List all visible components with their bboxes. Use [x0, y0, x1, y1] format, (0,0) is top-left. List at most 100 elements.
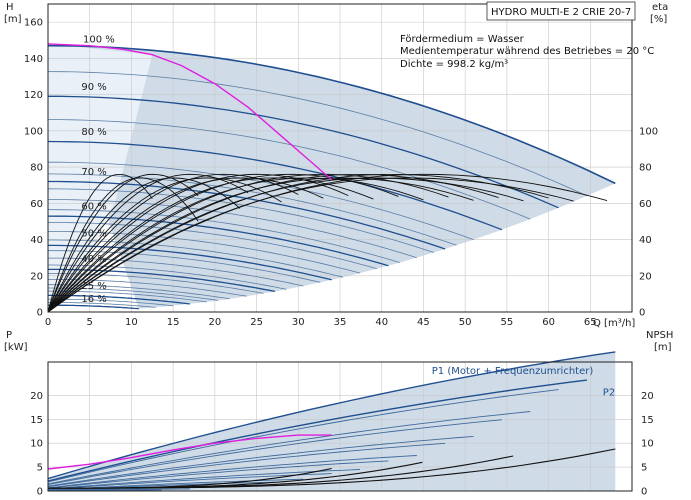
bottom-y-tick-label: 20: [30, 391, 43, 402]
efficiency-curve: [47, 177, 374, 313]
efficiency-curve: [47, 173, 249, 313]
bottom-y-tick-label: 5: [37, 463, 43, 474]
power-curve: [47, 435, 474, 487]
bottom-y2-tick-label: 20: [641, 391, 654, 402]
bottom-y-tick-label: 10: [30, 439, 43, 450]
bottom-y2-tick-label: 10: [641, 439, 654, 450]
efficiency-curve: [47, 173, 608, 313]
efficiency-curve: [47, 177, 282, 313]
bottom-y2-label-line2: [m]: [654, 342, 672, 353]
power-curve: [47, 351, 616, 480]
top-y2-label-line2: [%]: [650, 14, 667, 25]
efficiency-curve: [47, 177, 574, 313]
chart-title: HYDRO MULTI-E 2 CRIE 20-7: [491, 7, 631, 18]
info-density: Dichte = 998.2 kg/m³: [400, 59, 508, 70]
power-series-label: P2: [603, 387, 615, 398]
speed-curve: [48, 95, 559, 209]
x-tick-label: 30: [292, 317, 305, 328]
speed-curve-fine: [47, 71, 588, 197]
speed-label: 40 %: [81, 254, 106, 265]
top-axes-frame: [47, 3, 633, 313]
efficiency-curve: [47, 177, 324, 313]
x-tick-label: 0: [45, 317, 51, 328]
efficiency-curve: [47, 173, 349, 313]
speed-curve: [47, 140, 503, 231]
bottom-y2-label-line1: NPSH: [646, 330, 673, 341]
speed-curve: [48, 268, 276, 293]
y2-tick-label: 20: [639, 271, 652, 282]
speed-curve: [47, 44, 616, 185]
y-tick-label: 0: [37, 308, 43, 319]
speed-label: 60 %: [81, 201, 106, 212]
power-curve: [47, 473, 332, 490]
speed-curve-fine: [48, 119, 531, 220]
chart-labels: H [m] eta [%] Q [m³/h] P [kW] NPSH [m] H…: [4, 1, 673, 353]
x-tick-label: 20: [208, 317, 221, 328]
y-tick-label: 120: [24, 90, 43, 101]
bottom-y2-tick-label: 0: [641, 487, 647, 498]
speed-curve-fine: [48, 298, 173, 307]
speed-curve-fine: [48, 302, 156, 308]
speed-label: 100 %: [83, 35, 115, 46]
head-efficiency-panel: 0 5 10 15 20 25 30 35 40 45 50 55 60 65 0 20 40 60 80 100 12…: [24, 3, 658, 328]
power-curve: [47, 379, 587, 482]
x-tick-label: 10: [125, 317, 138, 328]
speed-label: 70 %: [81, 167, 106, 178]
bottom-y2-tick-label: 5: [641, 463, 647, 474]
power-limit-curve: [47, 434, 332, 470]
efficiency-curve: [47, 177, 424, 313]
speed-curve-fine: [48, 199, 417, 259]
power-curve: [47, 411, 531, 485]
x-tick-label: 40: [375, 317, 388, 328]
info-medium: Fördermedium = Wasser: [400, 34, 525, 45]
efficiency-curve: [47, 173, 549, 313]
efficiency-curve: [47, 177, 199, 313]
x-tick-label: 25: [250, 317, 263, 328]
y-tick-label: 140: [24, 54, 43, 65]
efficiency-curve: [47, 173, 499, 313]
efficiency-curve: [47, 177, 474, 313]
bottom-y-label-line2: [kW]: [4, 342, 28, 353]
speed-label: 90 %: [81, 82, 106, 93]
y-tick-label: 160: [24, 18, 43, 29]
x-tick-label: 65: [584, 317, 597, 328]
y2-tick-label: 60: [639, 199, 652, 210]
bottom-y-tick-label: 0: [37, 487, 43, 498]
speed-curve-fine: [47, 250, 321, 283]
efficiency-curve: [47, 177, 524, 313]
y-tick-label: 80: [30, 163, 43, 174]
title-box: [486, 1, 636, 21]
speed-label: 80 %: [81, 127, 106, 138]
x-tick-label: 35: [334, 317, 347, 328]
y-tick-label: 40: [30, 235, 43, 246]
bottom-axes-frame: [47, 361, 633, 492]
power-curve: [47, 460, 389, 489]
y-tick-label: 60: [30, 199, 43, 210]
speed-curve-fine: [47, 209, 400, 263]
power-npsh-panel: 0 5 10 15 20 0 5 10 15 20 P1 (Motor + Frequenzumri…: [30, 351, 654, 498]
power-curve: [47, 442, 446, 488]
speed-curve-fine: [47, 231, 361, 274]
y2-tick-label: 40: [639, 235, 652, 246]
power-envelope: [48, 351, 616, 491]
power-curve: [47, 389, 559, 483]
speed-curve-fine: [48, 264, 287, 290]
x-tick-label: 55: [500, 317, 513, 328]
speed-curve: [48, 304, 139, 310]
top-y-label-line2: [m]: [4, 14, 22, 25]
efficiency-curve: [47, 177, 241, 313]
speed-label: 25 %: [81, 281, 106, 292]
max-power-limit-curve: [47, 43, 333, 181]
y-tick-label: 20: [30, 271, 43, 282]
efficiency-curve: [47, 173, 199, 313]
speed-curve: [48, 244, 332, 281]
speed-label: 16 %: [81, 294, 106, 305]
power-curve: [47, 469, 361, 490]
x-tick-label: 45: [417, 317, 430, 328]
x-tick-label: 50: [459, 317, 472, 328]
top-y2-label-line1: eta: [652, 2, 668, 13]
efficiency-curve: [47, 173, 153, 313]
x-tick-label: 15: [167, 317, 180, 328]
power-curve: [47, 419, 502, 486]
